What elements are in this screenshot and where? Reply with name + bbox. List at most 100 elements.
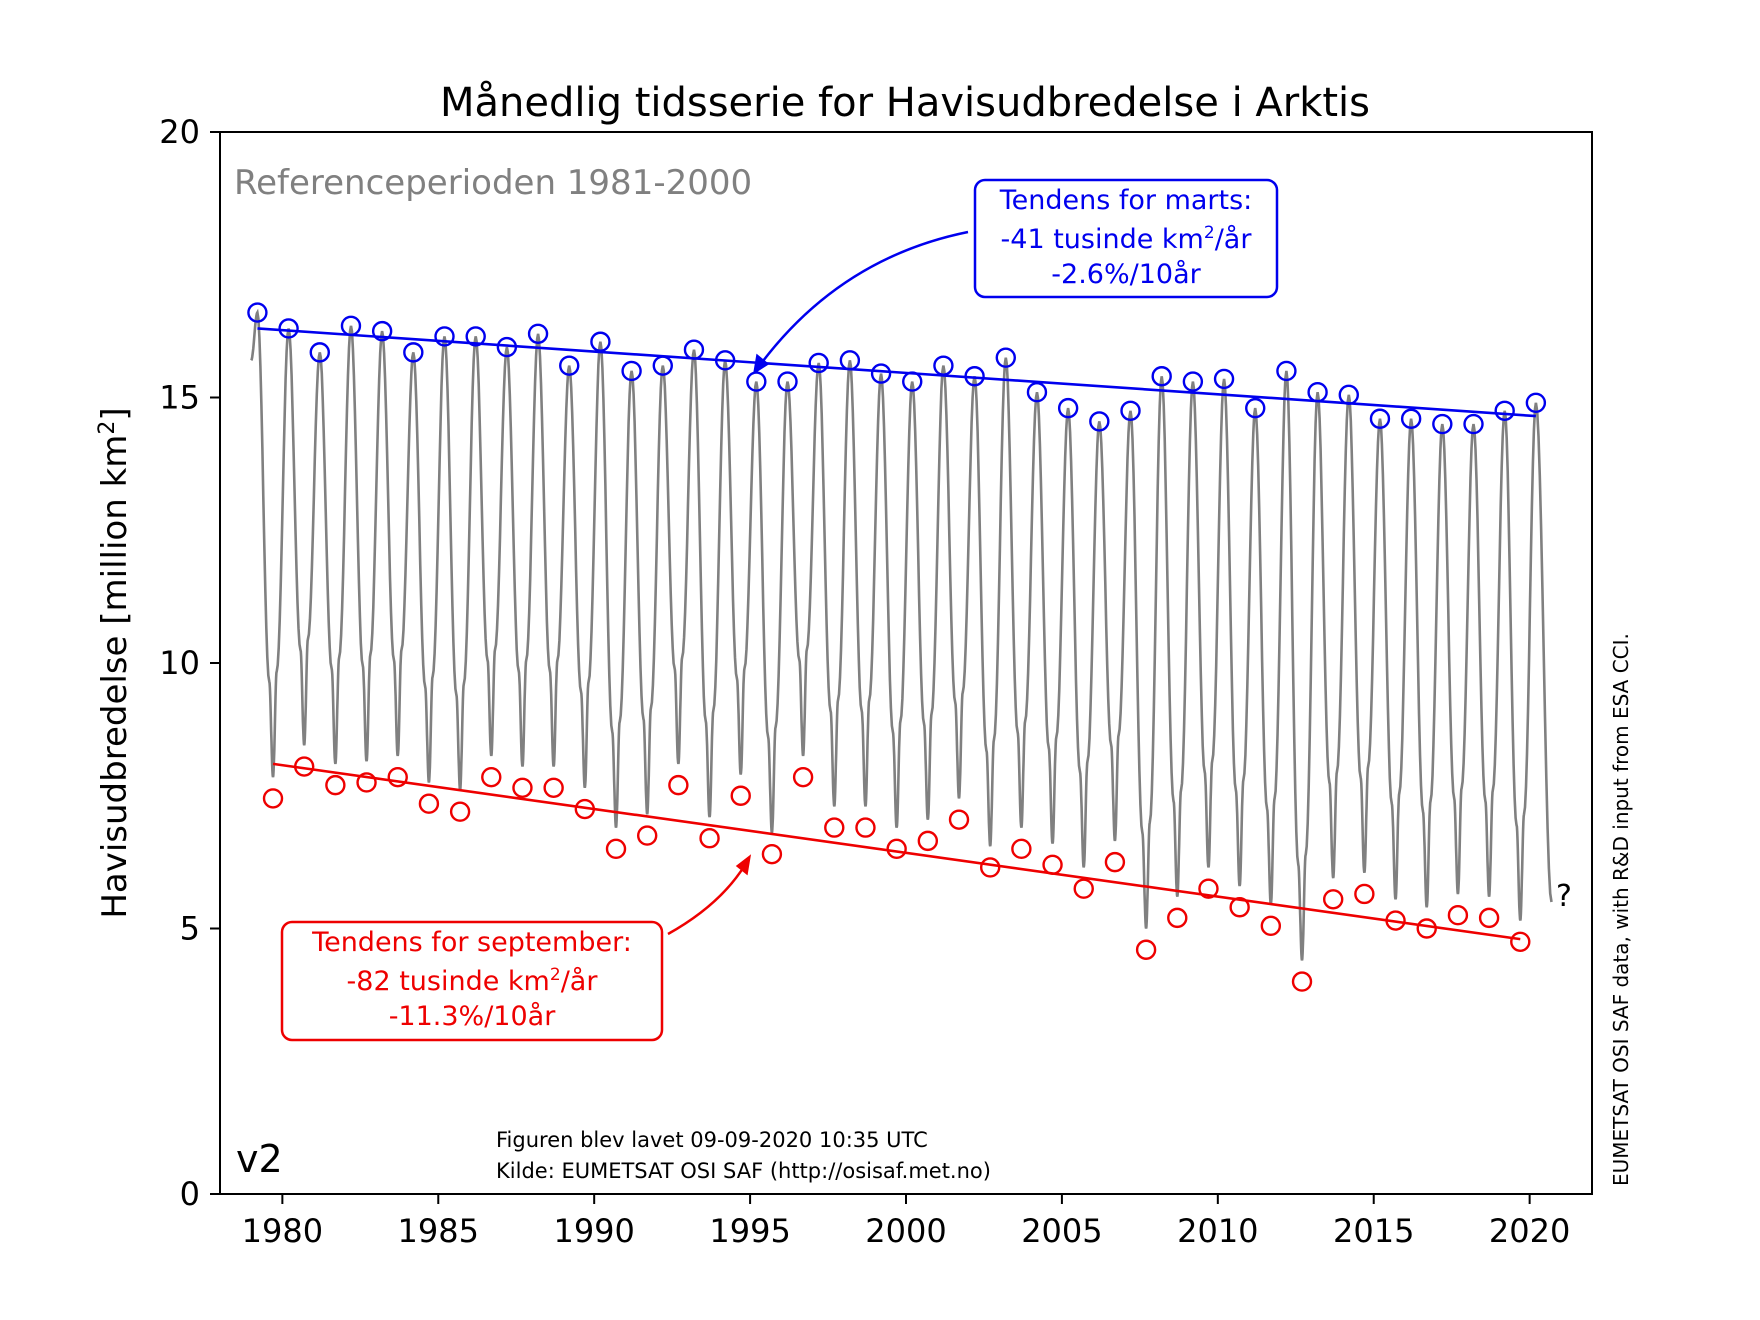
- march-point: [340, 315, 362, 337]
- september-points-group: [262, 756, 1531, 992]
- september-point: [1447, 905, 1469, 926]
- march-point: [1089, 411, 1110, 432]
- y-axis-label: Havisudbredelse [million km2]: [95, 407, 135, 918]
- march-trend-rate: -41 tusinde km2/år: [1001, 223, 1253, 255]
- march-points-group: [247, 302, 1547, 435]
- march-point: [1400, 408, 1422, 429]
- y-tick-label: 10: [159, 644, 200, 682]
- september-point: [356, 772, 377, 793]
- march-point: [1525, 392, 1547, 414]
- september-point: [1354, 883, 1375, 905]
- march-point: [527, 323, 549, 344]
- x-tick-label: 1990: [553, 1212, 634, 1250]
- september-trend-percent: -11.3%/10år: [389, 1001, 557, 1032]
- march-point: [1432, 413, 1453, 435]
- september-point: [855, 817, 876, 838]
- march-point: [839, 350, 861, 371]
- march-point: [621, 360, 642, 382]
- march-point: [1463, 413, 1484, 435]
- march-point: [1120, 400, 1141, 421]
- march-point: [683, 339, 705, 360]
- september-point: [449, 801, 471, 822]
- march-point: [1057, 397, 1079, 419]
- x-tick-label: 1985: [398, 1212, 479, 1250]
- march-point: [1338, 384, 1359, 406]
- y-tick-label: 5: [180, 910, 200, 948]
- september-point: [668, 774, 689, 796]
- march-point: [278, 318, 299, 339]
- september-arrow-head: [735, 854, 752, 876]
- september-point: [1011, 838, 1032, 860]
- chart-title: Månedlig tidsserie for Havisudbredelse i…: [440, 80, 1370, 126]
- x-tick-label: 2010: [1177, 1212, 1258, 1250]
- september-point: [1478, 907, 1500, 929]
- september-point: [824, 817, 845, 838]
- version-label: v2: [236, 1137, 283, 1181]
- september-point: [1385, 910, 1406, 931]
- september-point: [1416, 918, 1437, 939]
- march-point: [652, 355, 673, 376]
- september-point: [262, 788, 284, 809]
- footer-created: Figuren blev lavet 09-09-2020 10:35 UTC: [496, 1128, 928, 1152]
- x-tick-label: 2005: [1021, 1212, 1102, 1250]
- march-arrow-line: [758, 230, 969, 366]
- march-point: [590, 331, 611, 352]
- september-point: [543, 777, 564, 798]
- march-point: [1245, 397, 1266, 419]
- september-point: [1135, 939, 1157, 960]
- reference-period-label: Referenceperioden 1981-2000: [234, 163, 752, 203]
- september-arrow-line: [667, 864, 747, 936]
- march-point: [902, 371, 923, 392]
- march-trend-box: [973, 178, 1279, 299]
- march-point: [808, 352, 829, 374]
- march-point: [1182, 371, 1204, 392]
- september-trend-rate: -82 tusinde km2/år: [347, 965, 599, 997]
- march-point: [964, 366, 985, 387]
- september-point: [418, 793, 440, 814]
- x-tick-label: 2000: [865, 1212, 946, 1250]
- september-point: [481, 766, 502, 788]
- september-point: [1510, 931, 1531, 952]
- march-point: [434, 326, 455, 347]
- march-point: [870, 363, 892, 384]
- unknown-september-marker: ?: [1556, 879, 1572, 914]
- side-credit: EUMETSAT OSI SAF data, with R&D input fr…: [1609, 633, 1633, 1186]
- march-trend-percent: -2.6%/10år: [1051, 259, 1201, 290]
- footer-source: Kilde: EUMETSAT OSI SAF (http://osisaf.m…: [496, 1159, 991, 1183]
- september-point: [512, 777, 533, 798]
- y-tick-label: 15: [159, 379, 200, 417]
- march-point: [995, 347, 1016, 368]
- september-point: [1042, 854, 1063, 875]
- march-point: [714, 350, 736, 371]
- september-point: [1229, 897, 1250, 918]
- march-point: [1307, 381, 1328, 403]
- march-point: [1213, 368, 1235, 390]
- september-point: [948, 809, 970, 830]
- march-point: [496, 336, 518, 358]
- march-point: [1151, 366, 1172, 387]
- september-point: [605, 838, 627, 860]
- september-trend-box: [280, 920, 664, 1042]
- september-point: [293, 756, 315, 777]
- march-point: [403, 342, 424, 363]
- march-point: [1369, 408, 1391, 429]
- september-point: [1322, 889, 1344, 910]
- september-point: [1167, 907, 1188, 929]
- march-arrow-head: [752, 353, 770, 375]
- march-point: [1276, 360, 1297, 382]
- x-tick-label: 2020: [1489, 1212, 1570, 1250]
- september-point: [574, 798, 596, 820]
- september-point: [761, 843, 783, 865]
- september-point: [1104, 851, 1126, 873]
- september-point: [730, 785, 751, 806]
- x-tick-label: 2015: [1333, 1212, 1414, 1250]
- march-point: [777, 371, 798, 392]
- september-point: [699, 828, 720, 849]
- march-point: [247, 302, 268, 323]
- march-point: [933, 355, 954, 376]
- march-point: [371, 320, 393, 342]
- september-point: [387, 766, 408, 788]
- monthly-extent-line: [250, 308, 1553, 961]
- september-point: [979, 857, 1001, 878]
